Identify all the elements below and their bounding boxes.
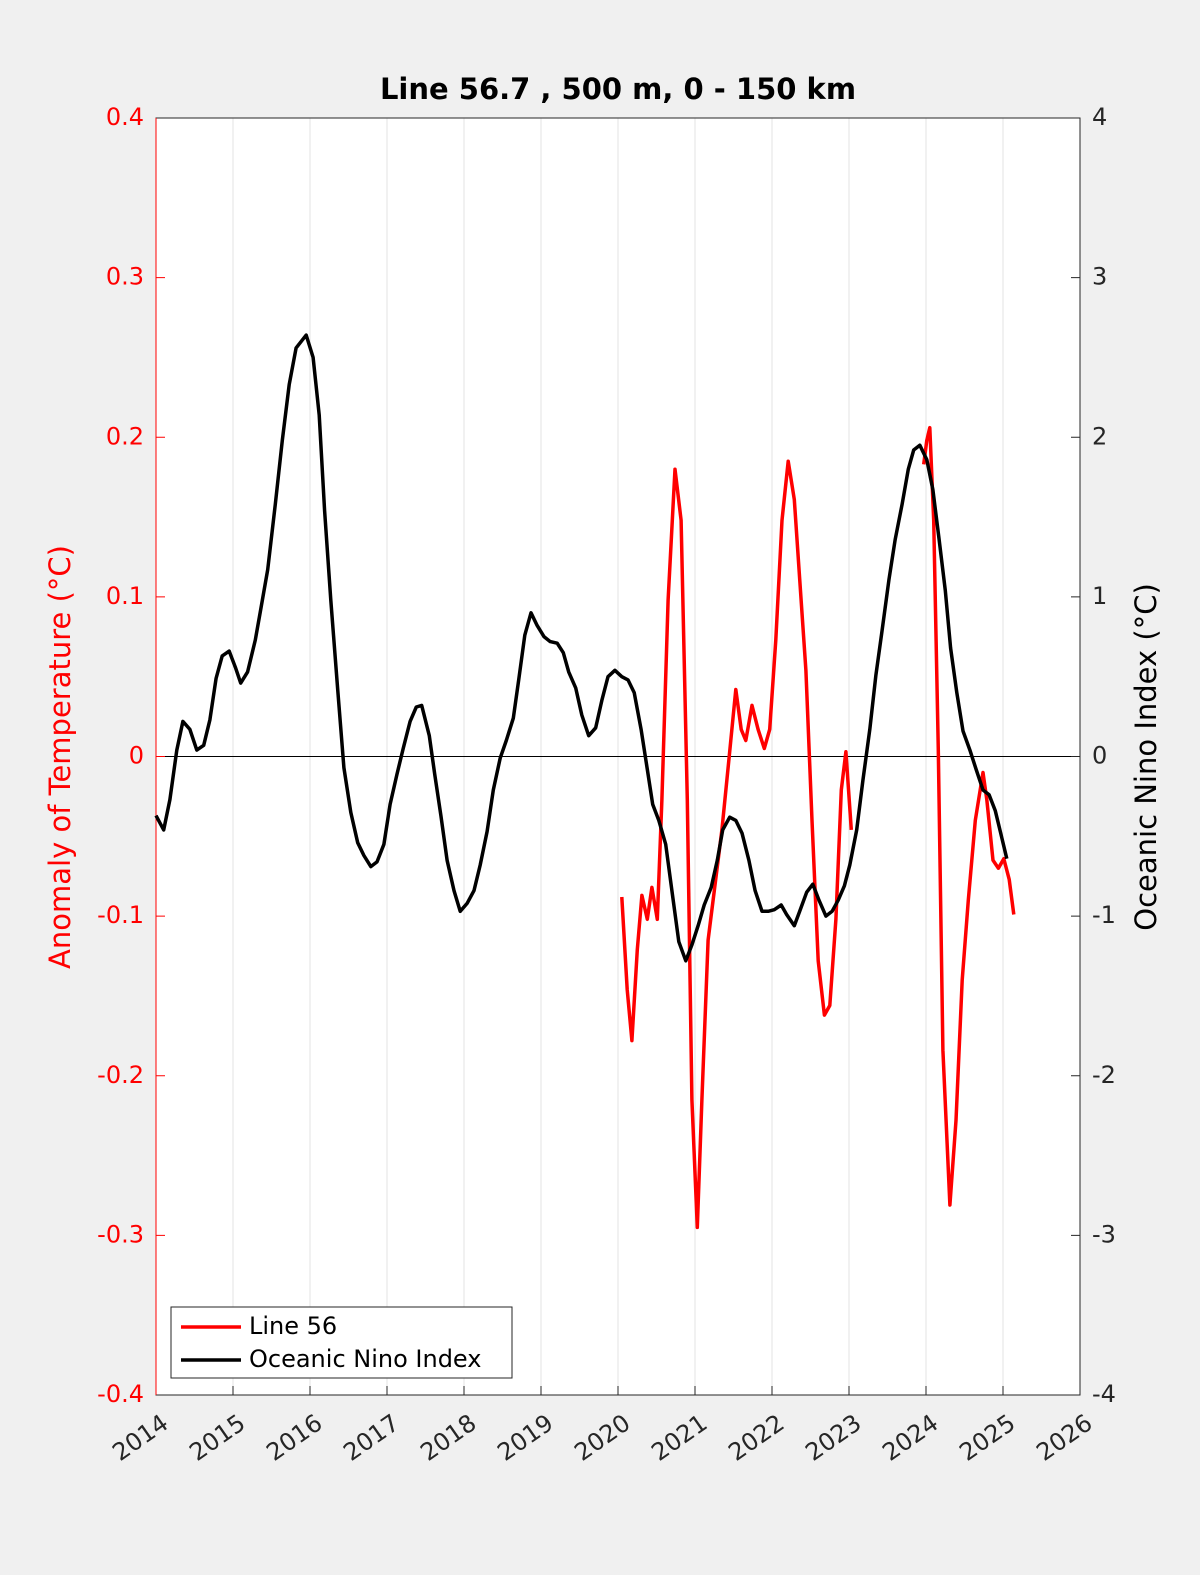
y-tick-label: -0.4 [97,1380,144,1408]
y2-tick-label: -2 [1092,1061,1116,1089]
x-tick-label: 2024 [877,1409,943,1467]
x-tick-label: 2018 [415,1409,481,1467]
y2-axis-label: Oceanic Nino Index (°C) [1129,583,1163,931]
y-tick-label: 0.3 [106,263,144,291]
y-axis-label: Anomaly of Temperature (°C) [43,545,77,969]
y2-tick-label: 1 [1092,582,1107,610]
x-tick-label: 2019 [492,1409,558,1467]
y2-tick-label: -1 [1092,901,1116,929]
y2-tick-label: 3 [1092,263,1107,291]
y-tick-label: 0 [129,742,144,770]
x-tick-label: 2017 [338,1409,404,1467]
x-tick-label: 2022 [723,1409,789,1467]
x-tick-label: 2015 [184,1409,250,1467]
chart-title: Line 56.7 , 500 m, 0 - 150 km [380,72,856,106]
legend-label: Line 56 [249,1312,337,1340]
y-tick-label: -0.2 [97,1061,144,1089]
y2-tick-label: -4 [1092,1380,1116,1408]
y2-tick-label: 4 [1092,103,1107,131]
x-tick-label: 2026 [1031,1409,1097,1467]
x-tick-label: 2025 [954,1409,1020,1467]
x-tick-label: 2014 [107,1409,173,1467]
y-tick-label: 0.1 [106,582,144,610]
y2-tick-label: 2 [1092,422,1107,450]
x-tick-label: 2021 [646,1409,712,1467]
data-line [154,333,1009,963]
x-tick-label: 2016 [261,1409,327,1467]
y-tick-label: -0.1 [97,901,144,929]
x-tick-label: 2023 [800,1409,866,1467]
y2-tick-label: 0 [1092,742,1107,770]
y-tick-label: -0.3 [97,1220,144,1248]
x-tick-label: 2020 [569,1409,635,1467]
legend-box [170,1306,513,1379]
y-tick-label: 0.4 [106,103,144,131]
y2-tick-label: -3 [1092,1220,1116,1248]
y-tick-label: 0.2 [106,422,144,450]
legend-label: Oceanic Nino Index [249,1345,481,1373]
